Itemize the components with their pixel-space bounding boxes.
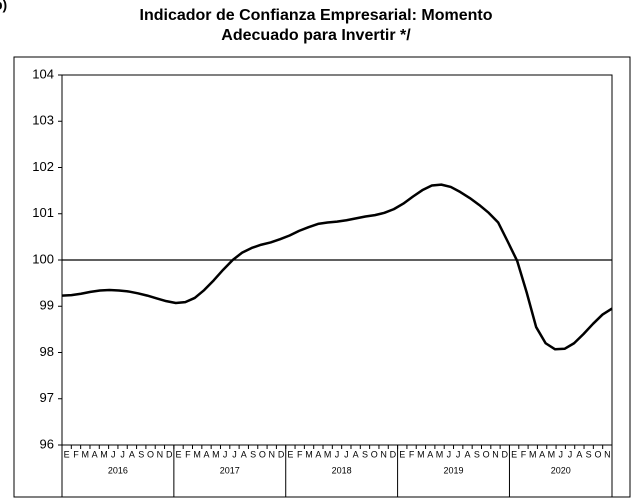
y-tick-label: 101	[32, 205, 54, 220]
x-tick-label: M	[548, 449, 556, 459]
chart-title: Adecuado para Invertir */	[221, 27, 411, 44]
panel-label: b)	[0, 0, 7, 13]
x-tick-label: M	[324, 449, 332, 459]
x-tick-label: E	[64, 449, 70, 459]
x-tick-label: F	[185, 449, 191, 459]
x-tick-label: S	[362, 449, 368, 459]
x-tick-label: S	[586, 449, 592, 459]
x-tick-label: E	[511, 449, 517, 459]
x-tick-label: N	[380, 449, 387, 459]
x-tick-label: N	[268, 449, 275, 459]
x-tick-label: M	[100, 449, 108, 459]
chart-frame	[13, 56, 631, 498]
x-tick-label: J	[344, 449, 349, 459]
year-label: 2017	[220, 465, 240, 475]
x-tick-label: S	[474, 449, 480, 459]
x-tick-label: J	[111, 449, 116, 459]
x-tick-label: O	[483, 449, 490, 459]
y-tick-label: 98	[40, 344, 54, 359]
x-tick-label: D	[502, 449, 509, 459]
x-tick-label: S	[138, 449, 144, 459]
x-tick-label: A	[241, 449, 247, 459]
x-tick-label: J	[232, 449, 237, 459]
x-tick-label: D	[390, 449, 397, 459]
x-tick-label: J	[120, 449, 125, 459]
x-tick-label: D	[278, 449, 285, 459]
x-tick-label: M	[212, 449, 220, 459]
x-tick-label: F	[521, 449, 527, 459]
x-tick-label: D	[166, 449, 173, 459]
x-tick-label: A	[92, 449, 98, 459]
x-tick-label: J	[568, 449, 573, 459]
x-tick-label: J	[456, 449, 461, 459]
x-tick-label: F	[297, 449, 303, 459]
x-tick-label: F	[409, 449, 415, 459]
x-tick-label: E	[176, 449, 182, 459]
y-tick-label: 99	[40, 298, 54, 313]
x-tick-label: M	[417, 449, 425, 459]
x-tick-label: O	[371, 449, 378, 459]
x-tick-label: A	[465, 449, 471, 459]
x-tick-label: O	[259, 449, 266, 459]
x-tick-label: N	[157, 449, 164, 459]
y-tick-label: 102	[32, 159, 54, 174]
x-tick-label: E	[399, 449, 405, 459]
year-label: 2020	[551, 465, 571, 475]
year-label: 2016	[108, 465, 128, 475]
x-tick-label: F	[73, 449, 79, 459]
x-tick-label: M	[529, 449, 537, 459]
x-tick-label: S	[250, 449, 256, 459]
x-tick-label: A	[427, 449, 433, 459]
year-label: 2018	[332, 465, 352, 475]
x-tick-label: J	[223, 449, 228, 459]
y-tick-label: 97	[40, 390, 54, 405]
chart-title: Indicador de Confianza Empresarial: Mome…	[140, 7, 493, 24]
x-tick-label: M	[436, 449, 444, 459]
y-tick-label: 104	[32, 66, 54, 81]
x-tick-label: O	[595, 449, 602, 459]
x-tick-label: A	[315, 449, 321, 459]
x-tick-label: O	[147, 449, 154, 459]
x-tick-label: A	[576, 449, 582, 459]
y-tick-label: 96	[40, 436, 54, 451]
x-tick-label: N	[492, 449, 499, 459]
x-tick-label: M	[305, 449, 313, 459]
x-tick-label: A	[129, 449, 135, 459]
year-label: 2019	[444, 465, 464, 475]
x-tick-label: M	[193, 449, 201, 459]
y-tick-label: 100	[32, 251, 54, 266]
x-tick-label: J	[447, 449, 452, 459]
y-tick-label: 103	[32, 113, 54, 128]
x-tick-label: A	[353, 449, 359, 459]
x-tick-label: A	[203, 449, 209, 459]
x-tick-label: M	[82, 449, 90, 459]
line-series	[61, 183, 613, 351]
x-tick-label: A	[539, 449, 545, 459]
x-tick-label: J	[558, 449, 563, 459]
x-tick-label: E	[287, 449, 293, 459]
x-tick-label: J	[335, 449, 340, 459]
x-tick-label: N	[604, 449, 611, 459]
